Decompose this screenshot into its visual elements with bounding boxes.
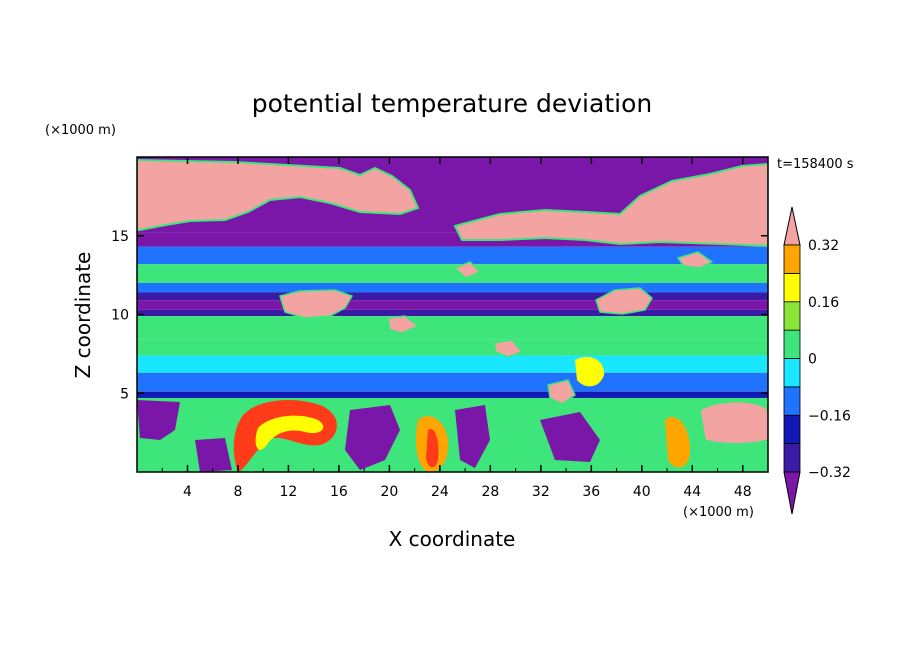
colorbar-swatch bbox=[783, 244, 801, 274]
x-axis-ticks: 4 8 12 16 20 24 28 32 36 40 44 48 bbox=[161, 157, 752, 500]
pink-patch-3 bbox=[387, 315, 420, 334]
eddy-pink-right bbox=[699, 401, 768, 445]
pink-patch-7 bbox=[676, 251, 714, 269]
colorbar-tick-label: −0.32 bbox=[808, 465, 851, 481]
mid-pink-patches bbox=[279, 251, 714, 405]
colorbar-tick-label: 0.16 bbox=[808, 295, 839, 311]
colorbar-swatch bbox=[783, 414, 801, 445]
eddy-red-2 bbox=[426, 429, 439, 468]
x-unit-label: (×1000 m) bbox=[683, 505, 754, 520]
eddy-purple-1 bbox=[137, 400, 180, 440]
colorbar-swatch bbox=[783, 272, 801, 303]
x-tick-label: 28 bbox=[481, 484, 499, 500]
colorbar-swatch bbox=[783, 329, 801, 359]
band-3 bbox=[137, 264, 768, 283]
colorbar-min-arrow bbox=[783, 471, 801, 515]
eddy-purple-5 bbox=[195, 438, 232, 472]
eddy-purple-3 bbox=[540, 412, 600, 462]
x-tick-label: 44 bbox=[683, 484, 701, 500]
band-4 bbox=[137, 283, 768, 293]
pink-patch-2 bbox=[595, 287, 653, 315]
pink-patch-4 bbox=[493, 339, 524, 358]
band-10 bbox=[137, 355, 768, 373]
x-tick-label: 32 bbox=[532, 484, 550, 500]
x-tick-label: 24 bbox=[431, 484, 449, 500]
x-tick-label: 36 bbox=[582, 484, 600, 500]
y-tick-label: 15 bbox=[111, 229, 129, 245]
band-8 bbox=[137, 316, 768, 340]
boundary-layer-eddies bbox=[137, 356, 768, 472]
x-axis-label: X coordinate bbox=[389, 527, 516, 551]
band-2 bbox=[137, 246, 768, 265]
plot-area bbox=[137, 157, 768, 472]
time-label: t=158400 s bbox=[777, 157, 854, 172]
eddy-orange-3 bbox=[665, 416, 690, 468]
colorbar-tick-label: 0 bbox=[808, 352, 817, 368]
pink-patch-5 bbox=[547, 379, 576, 405]
band-9 bbox=[137, 339, 768, 356]
colorbar-tick-label: −0.16 bbox=[808, 408, 851, 424]
y-tick-label: 10 bbox=[111, 308, 129, 324]
colorbar-swatch bbox=[783, 358, 801, 388]
x-tick-label: 48 bbox=[734, 484, 752, 500]
pink-patch-6 bbox=[453, 261, 482, 279]
y-unit-label: (×1000 m) bbox=[45, 123, 116, 138]
chart-title: potential temperature deviation bbox=[252, 89, 652, 118]
colorbar-swatch bbox=[783, 301, 801, 331]
y-tick-label: 5 bbox=[120, 386, 129, 402]
eddy-purple-4 bbox=[455, 405, 490, 468]
colorbar-max-arrow bbox=[783, 206, 801, 246]
upper-region bbox=[137, 157, 768, 248]
colorbar-swatch bbox=[783, 386, 801, 416]
x-tick-label: 8 bbox=[233, 484, 242, 500]
band-5 bbox=[137, 292, 768, 301]
band-7 bbox=[137, 309, 768, 317]
colorbar-tick-label: 0.32 bbox=[808, 238, 839, 254]
upper-purple-top bbox=[360, 157, 768, 200]
x-tick-label: 4 bbox=[183, 484, 192, 500]
eddy-purple-2 bbox=[345, 405, 400, 470]
upper-pink-right bbox=[453, 162, 768, 248]
eddy-yellow-1 bbox=[255, 415, 324, 450]
pink-patch-1 bbox=[279, 289, 354, 319]
y-axis-label: Z coordinate bbox=[71, 252, 95, 379]
eddy-yellow-2 bbox=[575, 356, 605, 387]
layer-bands bbox=[137, 157, 768, 472]
colorbar: 0.32 0.16 0 −0.16 −0.32 bbox=[783, 206, 851, 515]
x-tick-label: 12 bbox=[280, 484, 298, 500]
colorbar-swatch bbox=[783, 443, 801, 473]
x-tick-label: 16 bbox=[330, 484, 348, 500]
band-12 bbox=[137, 391, 768, 398]
upper-pink-cloud bbox=[137, 158, 420, 231]
x-tick-label: 40 bbox=[633, 484, 651, 500]
y-axis-ticks: 5 10 15 bbox=[111, 229, 768, 402]
band-0 bbox=[137, 157, 768, 169]
band-6 bbox=[137, 300, 768, 310]
band-11 bbox=[137, 372, 768, 392]
x-tick-label: 20 bbox=[380, 484, 398, 500]
